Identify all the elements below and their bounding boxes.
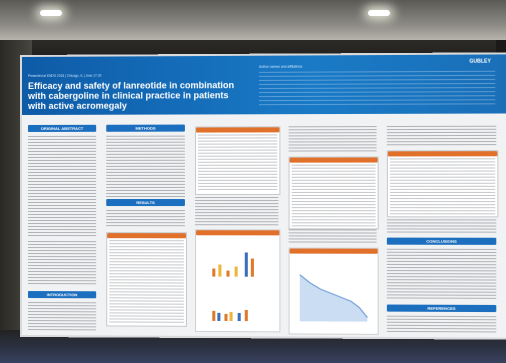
section-header-results: RESULTS xyxy=(106,199,185,206)
ceiling-light xyxy=(40,10,62,16)
column3-text xyxy=(195,197,278,225)
references-text xyxy=(387,316,496,333)
baseline-table xyxy=(195,126,280,195)
bar xyxy=(245,252,248,276)
methods-text xyxy=(106,136,185,198)
bar xyxy=(224,314,227,321)
table-header-bar xyxy=(388,151,497,156)
ceiling-light xyxy=(368,10,390,16)
section-header-conclusions: CONCLUSIONS xyxy=(387,238,496,245)
abstract-text xyxy=(28,241,96,285)
table-rows xyxy=(292,165,376,227)
column5-text xyxy=(387,126,496,147)
table-rows xyxy=(198,134,277,192)
table-header-bar xyxy=(290,157,378,162)
bar xyxy=(230,312,233,321)
conclusions-text xyxy=(387,249,496,300)
poster: Presented at ENDO 2018 | Chicago, IL | J… xyxy=(22,54,506,337)
bar xyxy=(212,269,215,277)
column5-text xyxy=(387,219,496,233)
bar xyxy=(238,313,241,321)
bar-chart-lower xyxy=(210,291,271,322)
abstract-text xyxy=(28,136,96,236)
waterfall-chart xyxy=(296,261,372,322)
poster-banner: Presented at ENDO 2018 | Chicago, IL | J… xyxy=(22,54,506,115)
bar-chart-panel xyxy=(195,229,280,332)
poster-title: Efficacy and safety of lanreotide in com… xyxy=(28,80,240,111)
bar xyxy=(235,267,238,277)
results-table xyxy=(106,232,187,327)
poster-logo: GUBLEY xyxy=(469,59,491,65)
bar xyxy=(226,271,229,277)
results-text xyxy=(106,210,185,228)
chart-header-bar xyxy=(290,249,378,254)
table-header-bar xyxy=(196,127,279,132)
section-header-references: REFERENCES xyxy=(387,305,496,313)
bar-chart-upper xyxy=(210,244,271,276)
section-header-introduction: INTRODUCTION xyxy=(28,291,96,298)
table-rows xyxy=(390,158,495,214)
poster-authors: Author names and affiliations xyxy=(259,64,501,69)
banner-small-text: Presented at ENDO 2018 | Chicago, IL | J… xyxy=(28,74,102,78)
outcome-table xyxy=(289,156,379,229)
bar xyxy=(218,265,221,277)
bar xyxy=(212,311,215,321)
safety-table xyxy=(387,150,498,217)
section-header-methods: METHODS xyxy=(106,125,185,132)
column4-text xyxy=(289,229,377,243)
author-lines xyxy=(259,71,495,106)
column4-text xyxy=(289,126,377,153)
introduction-text xyxy=(28,302,96,332)
table-rows xyxy=(109,240,184,324)
waterfall-chart-panel xyxy=(289,248,379,335)
section-header-abstract: ORIGINAL ABSTRACT xyxy=(28,125,96,132)
bar xyxy=(251,259,254,277)
bar xyxy=(245,310,248,321)
bar xyxy=(217,313,220,321)
chart-header-bar xyxy=(196,230,279,235)
table-header-bar xyxy=(107,233,186,238)
